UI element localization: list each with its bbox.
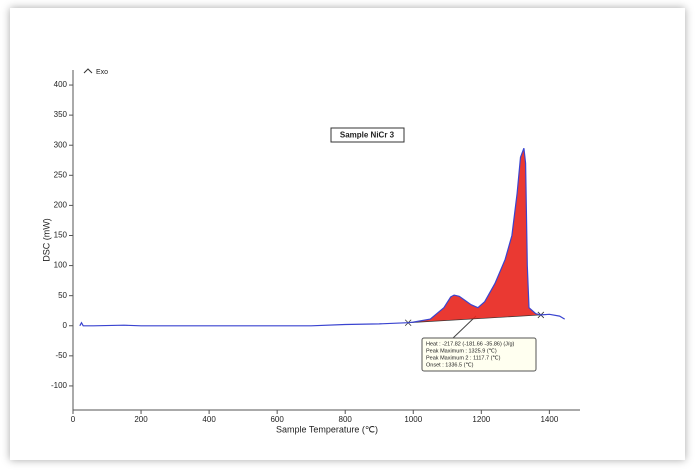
y-axis-label: DSC (mW) bbox=[41, 218, 51, 262]
frame bbox=[10, 8, 685, 460]
y-tick-label: -100 bbox=[51, 381, 68, 390]
y-tick-label: 100 bbox=[54, 261, 68, 270]
x-tick-label: 1400 bbox=[540, 415, 558, 424]
x-tick-label: 600 bbox=[270, 415, 284, 424]
y-tick-label: 0 bbox=[63, 321, 68, 330]
y-tick-label: 250 bbox=[54, 170, 68, 179]
x-tick-label: 1200 bbox=[472, 415, 490, 424]
annotation-leader bbox=[451, 315, 477, 340]
y-tick-label: -50 bbox=[55, 351, 67, 360]
dsc-curve bbox=[79, 147, 566, 327]
x-tick-label: 1000 bbox=[404, 415, 422, 424]
annotation-line: Peak Maximum 2 : 1117.7 (℃) bbox=[426, 355, 501, 361]
x-tick-label: 400 bbox=[202, 415, 216, 424]
y-tick-label: 50 bbox=[58, 291, 67, 300]
annotation-line: Heat : -217.82 (-181.66 -35.86) (J/g) bbox=[426, 341, 515, 347]
legend-symbol bbox=[83, 68, 93, 74]
x-tick-label: 800 bbox=[339, 415, 353, 424]
x-tick-label: 200 bbox=[134, 415, 148, 424]
annotation-box bbox=[421, 337, 537, 372]
y-tick-label: 150 bbox=[54, 231, 68, 240]
annotation-line: Onset : 1336.5 (℃) bbox=[426, 362, 474, 368]
chart-title: Sample NiCr 3 bbox=[340, 131, 395, 140]
y-tick-label: 300 bbox=[54, 140, 68, 149]
x-tick-label: 0 bbox=[71, 415, 76, 424]
x-axis-label: Sample Temperature (℃) bbox=[276, 424, 378, 434]
title-box bbox=[330, 127, 405, 143]
legend-label: Exo bbox=[96, 69, 108, 76]
y-tick-label: 350 bbox=[54, 110, 68, 119]
annotation-line: Peak Maximum : 1325.9 (℃) bbox=[426, 348, 497, 354]
y-tick-label: 400 bbox=[54, 80, 68, 89]
baseline bbox=[408, 314, 541, 324]
peak-area bbox=[408, 148, 541, 323]
y-tick-label: 200 bbox=[54, 201, 68, 210]
